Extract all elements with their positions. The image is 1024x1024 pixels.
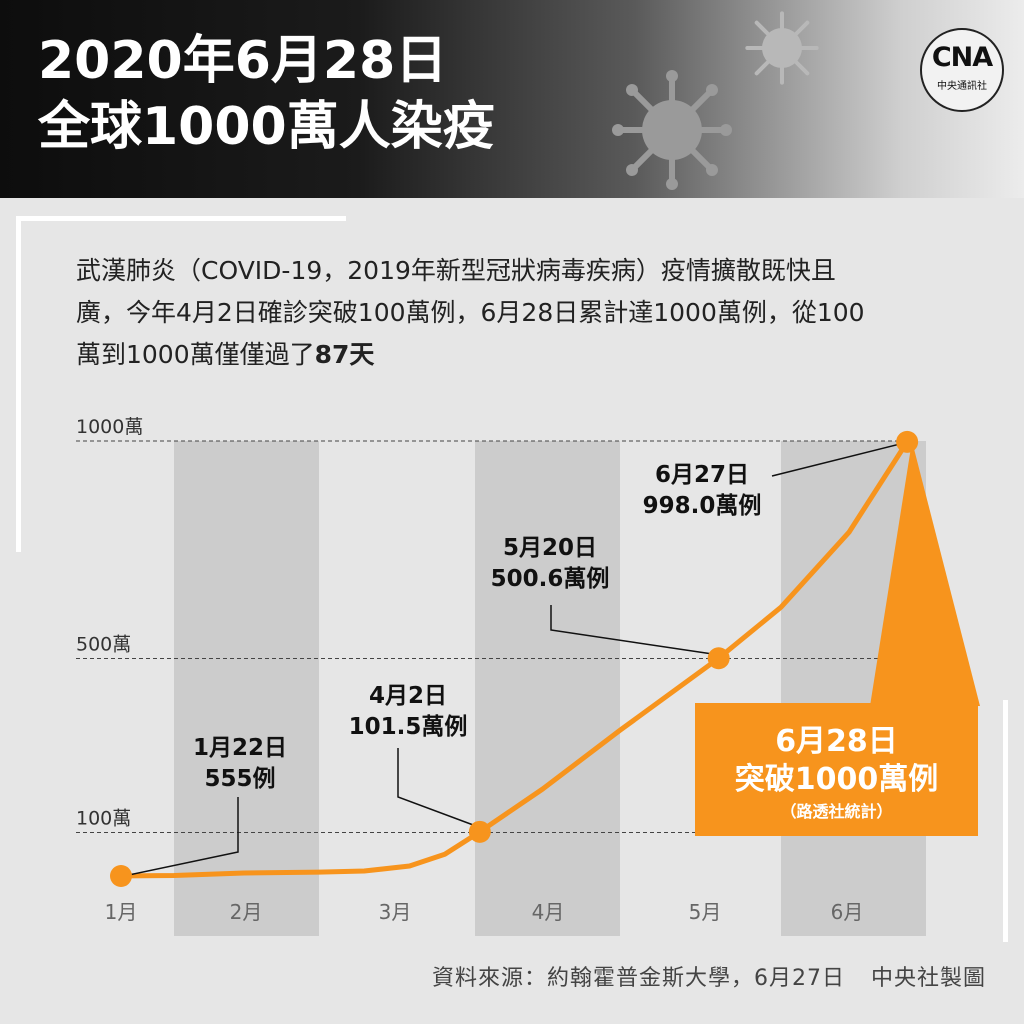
x-tick-label-1: 1月 — [105, 900, 138, 924]
x-tick-label-2: 2月 — [230, 900, 263, 924]
annotation-jan22-value: 555例 — [204, 766, 276, 792]
frame-line-left — [16, 216, 21, 552]
annotation-may20-date: 5月20日 — [502, 535, 597, 561]
month-band-2 — [475, 441, 620, 936]
annotation-leader-3 — [550, 605, 727, 657]
callout-date: 6月28日 — [775, 724, 898, 759]
month-band-1 — [174, 441, 319, 936]
y-tick-label-100: 100萬 — [76, 808, 131, 830]
annotation-leader-2 — [397, 748, 485, 830]
title-line-1: 2020年6月28日 — [38, 31, 448, 91]
intro-text: 武漢肺炎（COVID-19，2019年新型冠狀病毒疾病）疫情擴散既快且廣，今年4… — [76, 256, 865, 369]
annotation-apr2: 4月2日 101.5萬例 — [318, 681, 498, 743]
title-line-2: 全球1000萬人染疫 — [38, 97, 495, 157]
annotation-may20-value: 500.6萬例 — [490, 566, 610, 592]
intro-highlight: 87天 — [314, 340, 375, 369]
x-tick-label-5: 5月 — [689, 900, 722, 924]
intro-paragraph: 武漢肺炎（COVID-19，2019年新型冠狀病毒疾病）疫情擴散既快且廣，今年4… — [76, 250, 876, 376]
page-title: 2020年6月28日 全球1000萬人染疫 — [38, 28, 495, 160]
data-point-1 — [110, 864, 132, 887]
annotation-apr2-value: 101.5萬例 — [348, 714, 468, 740]
virus-icon-large — [612, 70, 732, 190]
source-note: 資料來源：約翰霍普金斯大學，6月27日 中央社製圖 — [432, 960, 986, 992]
frame-line-right — [1003, 700, 1008, 942]
annotation-leader-4 — [771, 440, 913, 477]
y-tick-label-500: 500萬 — [76, 634, 131, 656]
y-tick-label-1000: 1000萬 — [76, 416, 143, 438]
data-point-2 — [468, 820, 491, 843]
logo-subtitle: 中央通訊社 — [937, 81, 987, 92]
data-point-4 — [896, 430, 919, 453]
callout-box: 6月28日 突破1000萬例 （路透社統計） — [695, 703, 978, 836]
annotation-jun27-date: 6月27日 — [654, 462, 749, 488]
logo-mark: CNA — [931, 42, 993, 73]
frame-line-top — [16, 216, 346, 221]
annotation-jun27: 6月27日 998.0萬例 — [612, 460, 792, 522]
source-text: 資料來源：約翰霍普金斯大學，6月27日 — [431, 966, 845, 991]
x-tick-label-6: 6月 — [831, 900, 864, 924]
annotation-jan22: 1月22日 555例 — [160, 733, 320, 795]
annotation-jun27-value: 998.0萬例 — [642, 493, 762, 519]
header-banner: 2020年6月28日 全球1000萬人染疫 CNA 中央通訊社 — [0, 0, 1024, 198]
x-tick-label-3: 3月 — [379, 900, 412, 924]
credit-text: 中央社製圖 — [870, 966, 986, 991]
annotation-leader-1 — [123, 797, 239, 877]
x-tick-label-4: 4月 — [532, 900, 565, 924]
callout-source: （路透社統計） — [780, 802, 893, 821]
data-point-3 — [707, 647, 730, 670]
callout-headline: 突破1000萬例 — [734, 762, 939, 797]
annotation-apr2-date: 4月2日 — [368, 683, 447, 709]
annotation-jan22-date: 1月22日 — [192, 735, 287, 761]
callout-pointer — [870, 441, 980, 706]
virus-icon-small — [745, 11, 819, 85]
annotation-may20: 5月20日 500.6萬例 — [460, 533, 640, 595]
cna-logo: CNA 中央通訊社 — [920, 28, 1004, 112]
